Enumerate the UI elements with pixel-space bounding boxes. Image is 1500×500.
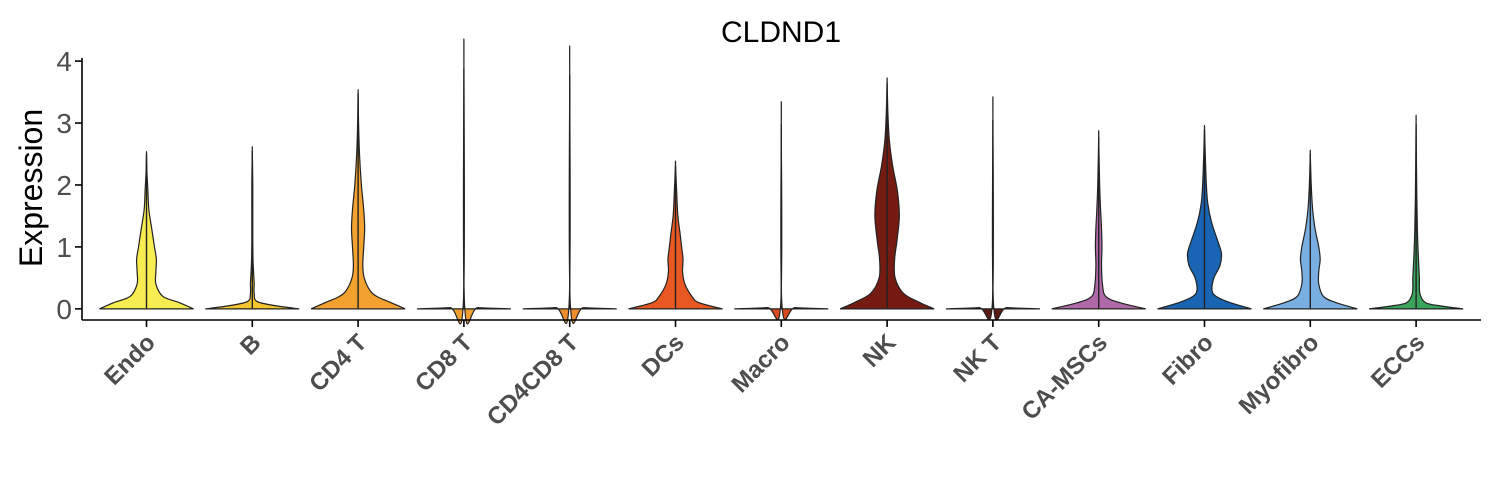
x-tick-label: Myofibro xyxy=(1234,329,1325,420)
x-tick-label: DCs xyxy=(637,329,690,382)
y-tick-label: 4 xyxy=(56,46,72,77)
x-tick-label: Fibro xyxy=(1157,329,1219,391)
y-axis-label: Expression xyxy=(13,109,49,267)
x-tick-label: B xyxy=(235,329,266,360)
chart-title: CLDND1 xyxy=(721,16,841,49)
x-tick-label: Macro xyxy=(726,329,795,398)
y-tick-label: 0 xyxy=(56,294,72,325)
y-axis-ticks: 0 1 2 3 4 xyxy=(56,46,82,325)
x-tick-label: CD4CD8 T xyxy=(482,329,584,431)
y-tick-label: 2 xyxy=(56,170,72,201)
x-axis-ticks: Endo B CD4 T CD8 T CD4CD8 T DCs Macro NK NK T CA-… xyxy=(99,320,1430,431)
y-tick-label: 3 xyxy=(56,108,72,139)
x-tick-label: CD4 T xyxy=(304,329,372,397)
y-tick-label: 1 xyxy=(56,232,72,263)
x-tick-label: Endo xyxy=(99,329,161,391)
x-tick-label: CA-MSCs xyxy=(1017,329,1113,425)
x-tick-label: NK T xyxy=(948,329,1007,388)
x-tick-label: CD8 T xyxy=(410,329,478,397)
x-tick-label: NK xyxy=(858,329,902,373)
violin-group xyxy=(99,38,1464,325)
x-tick-label: ECCs xyxy=(1366,329,1430,393)
